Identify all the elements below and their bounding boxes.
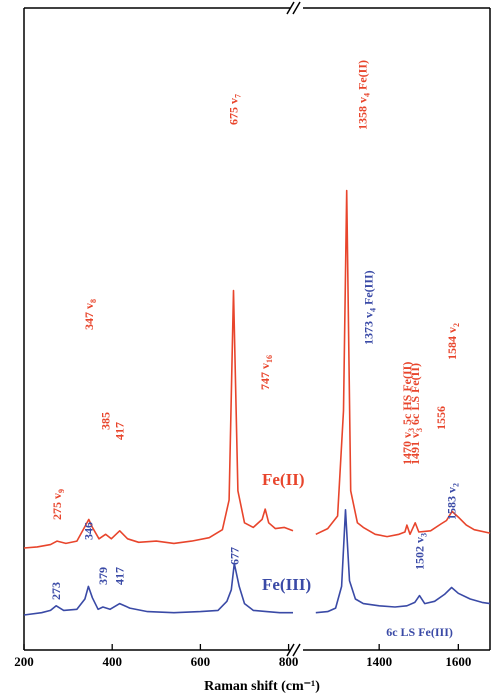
series-label-fe2: Fe(II) xyxy=(262,470,304,489)
peak-label: 1373 v4 Fe(III) xyxy=(362,270,378,345)
peak-label: 1502 v3 xyxy=(413,533,429,570)
peak-label: 1584 v2 xyxy=(445,323,461,360)
x-axis-ticks: 200 400 600 800 1400 1600 xyxy=(14,644,471,669)
peak-label: 1583 v2 xyxy=(445,483,461,520)
peak-label: 346 xyxy=(81,522,95,540)
series-label-fe3: Fe(III) xyxy=(262,575,311,594)
x-tick-label: 800 xyxy=(279,654,299,669)
peak-label: 273 xyxy=(49,582,63,600)
peak-label: 1470 v3 5c HS Fe(II) xyxy=(400,362,416,465)
plot-frame xyxy=(23,1,491,657)
peak-label: 675 v7 xyxy=(227,94,243,125)
series-line-feiii-right xyxy=(315,508,491,614)
x-tick-label: 200 xyxy=(14,654,34,669)
peak-label: 347 v8 xyxy=(82,299,98,330)
series-line-feii-left xyxy=(23,289,294,549)
peak-label: 417 xyxy=(113,422,127,440)
peak-label: 1491 v3 6c LS Fe(II) xyxy=(408,363,424,465)
peak-label: 1358 v4 Fe(II) xyxy=(356,60,372,130)
peak-label: 1556 xyxy=(434,406,448,430)
x-tick-label: 400 xyxy=(102,654,122,669)
x-tick-label: 600 xyxy=(191,654,211,669)
peak-label: 385 xyxy=(99,412,113,430)
series-line-feiii-left xyxy=(23,562,293,616)
axis-break-mark xyxy=(286,643,295,657)
axis-break-mark xyxy=(292,1,301,15)
peak-label: 379 xyxy=(96,567,110,585)
series-line-feii-right xyxy=(315,189,491,538)
peak-label: 677 xyxy=(227,547,241,565)
peak-label: 275 v9 xyxy=(50,489,66,520)
peak-label: 747 v16 xyxy=(258,355,274,390)
axis-break-mark xyxy=(286,1,295,15)
x-axis-title: Raman shift (cm⁻¹) xyxy=(204,679,320,694)
peak-label: 6c LS Fe(III) xyxy=(386,625,453,639)
axis-break-mark xyxy=(292,643,301,657)
peak-label: 417 xyxy=(113,567,127,585)
spectrum-curves xyxy=(23,189,491,616)
x-tick-label: 1400 xyxy=(366,654,392,669)
x-tick-label: 1600 xyxy=(445,654,471,669)
